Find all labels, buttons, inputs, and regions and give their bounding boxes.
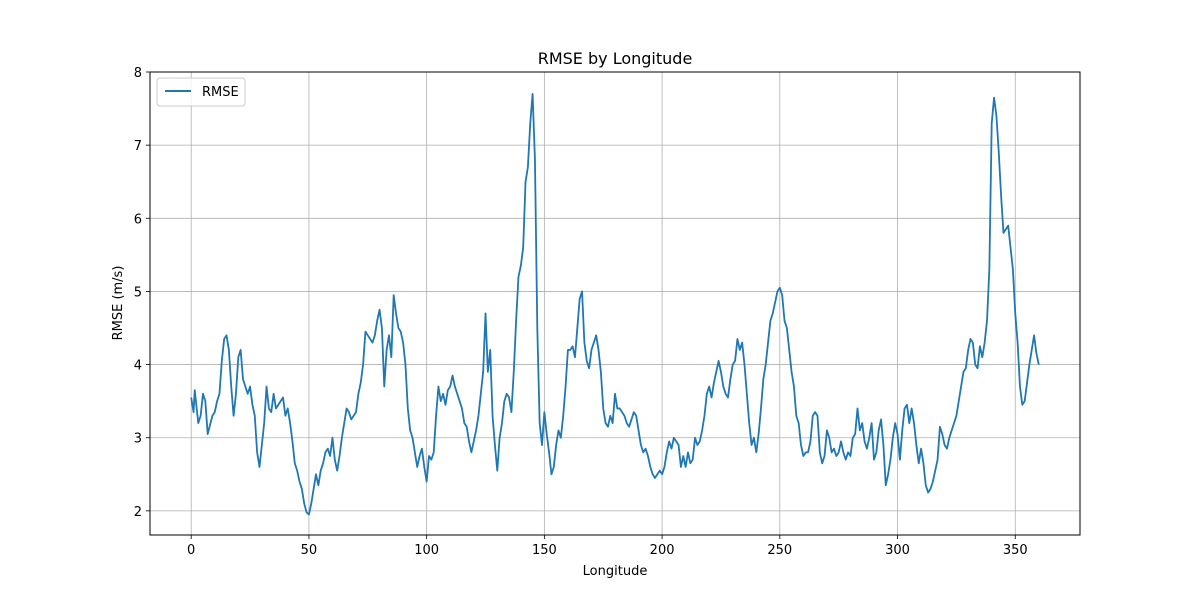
x-tick-label: 50 bbox=[301, 543, 318, 558]
x-tick-label: 300 bbox=[885, 543, 910, 558]
axes-frame bbox=[149, 71, 1081, 536]
x-tick-label: 350 bbox=[1003, 543, 1028, 558]
legend-series-label: RMSE bbox=[202, 85, 239, 100]
x-tick-label: 0 bbox=[187, 543, 195, 558]
legend-box bbox=[156, 77, 246, 107]
legend: RMSE bbox=[156, 77, 246, 107]
y-axis-ticks: 2 3 4 5 6 7 8 bbox=[134, 66, 150, 520]
y-tick-label: 8 bbox=[134, 66, 142, 81]
chart-title: RMSE by Longitude bbox=[538, 49, 693, 68]
y-tick-label: 3 bbox=[134, 432, 142, 447]
x-tick-label: 200 bbox=[650, 543, 675, 558]
x-tick-label: 250 bbox=[767, 543, 792, 558]
y-tick-label: 6 bbox=[134, 212, 142, 227]
y-tick-label: 5 bbox=[134, 285, 142, 300]
x-axis-label: Longitude bbox=[583, 564, 648, 579]
plot-area bbox=[190, 93, 1040, 516]
series-line-rmse bbox=[190, 93, 1040, 516]
x-axis-ticks: 0 50 100 150 200 250 300 350 bbox=[187, 535, 1028, 558]
y-tick-label: 4 bbox=[134, 359, 142, 374]
y-axis-label: RMSE (m/s) bbox=[111, 266, 126, 341]
y-tick-label: 7 bbox=[134, 139, 142, 154]
x-tick-label: 150 bbox=[532, 543, 557, 558]
y-tick-label: 2 bbox=[134, 505, 142, 520]
x-tick-label: 100 bbox=[414, 543, 439, 558]
